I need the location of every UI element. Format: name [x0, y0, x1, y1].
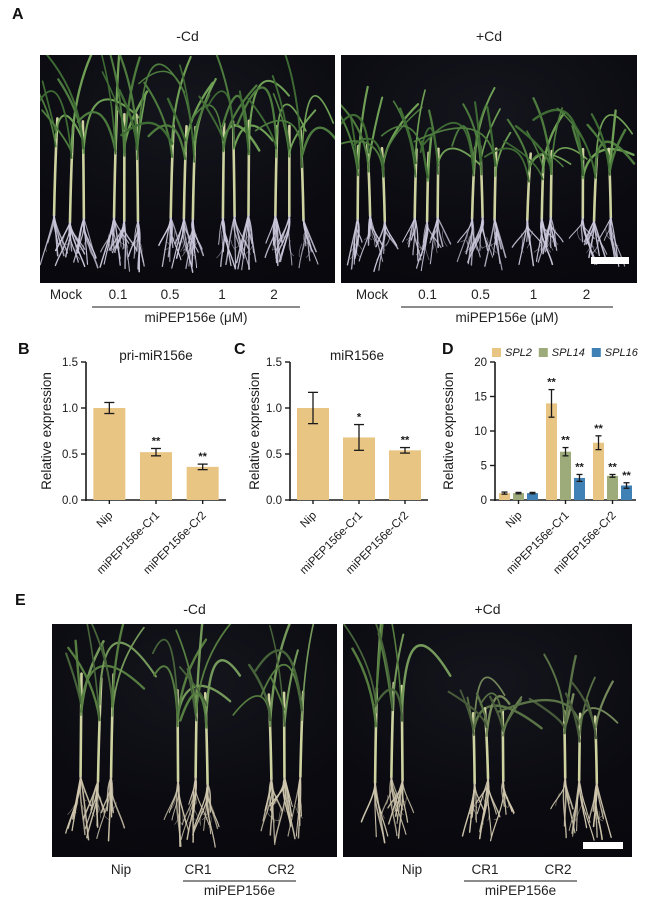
svg-text:pri-miR156e: pri-miR156e — [119, 348, 193, 363]
svg-text:10: 10 — [474, 426, 487, 438]
treatment-underline — [401, 306, 613, 308]
svg-text:SPL2: SPL2 — [505, 347, 532, 359]
svg-text:0.0: 0.0 — [266, 495, 282, 507]
dose-label: 2 — [270, 287, 278, 302]
panel-d-label: D — [442, 341, 454, 358]
panel-c-label: C — [234, 341, 246, 358]
svg-text:**: ** — [401, 435, 410, 447]
treatment-caption-left: miPEP156e (μM) — [144, 310, 248, 325]
dose-label: 0.1 — [418, 287, 437, 302]
genotype-label-nip-right: Nip — [401, 862, 423, 877]
panel-e-left-title: -Cd — [183, 601, 206, 617]
svg-text:5: 5 — [481, 461, 487, 473]
genotype-underline — [183, 880, 296, 882]
genotype-label-cr1-left: CR1 — [184, 862, 212, 877]
genotype-underline — [464, 880, 577, 882]
dose-label: 1 — [218, 287, 226, 302]
svg-text:Relative expression: Relative expression — [39, 372, 54, 490]
panel-a-right-title: +Cd — [475, 28, 503, 44]
mock-label-right: Mock — [355, 287, 389, 302]
svg-text:**: ** — [575, 461, 584, 473]
dose-label: 0.1 — [108, 287, 128, 302]
dose-label: 0.5 — [471, 287, 490, 302]
mipep-caption-right: miPEP156e — [484, 883, 557, 898]
panel-e-label: E — [15, 592, 26, 609]
svg-text:Nip: Nip — [95, 510, 116, 531]
genotype-label-cr1-right: CR1 — [471, 862, 499, 877]
svg-text:**: ** — [622, 470, 631, 482]
svg-text:15: 15 — [474, 392, 487, 404]
svg-text:0.5: 0.5 — [266, 449, 282, 461]
mipep-caption-left: miPEP156e — [203, 883, 276, 898]
svg-text:0: 0 — [481, 495, 487, 507]
svg-text:Nip: Nip — [504, 510, 525, 531]
seedling-photo-e-plus-cd — [343, 624, 632, 857]
svg-text:Relative expression: Relative expression — [441, 372, 456, 490]
svg-text:SPL14: SPL14 — [552, 347, 585, 359]
dose-labels-left: 0.1 0.5 1 2 — [92, 287, 300, 302]
svg-text:**: ** — [594, 423, 603, 435]
genotype-label-cr2-left: CR2 — [267, 862, 295, 877]
bar-chart-mir156e: 0.0 0.5 1.0 1.5 Relative expression miR156e Ni… — [247, 348, 428, 577]
svg-text:Nip: Nip — [298, 510, 319, 531]
svg-text:1.5: 1.5 — [62, 357, 78, 369]
panel-a-label: A — [12, 6, 24, 23]
svg-text:SPL16: SPL16 — [605, 347, 639, 359]
svg-text:0.5: 0.5 — [62, 449, 78, 461]
genotype-label-nip-left: Nip — [110, 862, 132, 877]
svg-text:1.5: 1.5 — [266, 357, 282, 369]
svg-text:1.0: 1.0 — [266, 403, 282, 415]
scale-bar — [583, 842, 623, 849]
genotype-label-cr2-right: CR2 — [544, 862, 572, 877]
mock-label-left: Mock — [49, 287, 83, 302]
dose-label: 2 — [582, 287, 591, 302]
scale-bar — [591, 257, 629, 264]
svg-text:*: * — [357, 412, 362, 424]
bar-chart-pri-mir156e: 0.0 0.5 1.0 1.5 Relative expression pri-miR15… — [39, 348, 226, 577]
treatment-caption-right: miPEP156e (μM) — [455, 310, 559, 325]
svg-text:**: ** — [608, 461, 617, 473]
panel-a-left-title: -Cd — [176, 28, 199, 44]
svg-text:0.0: 0.0 — [62, 495, 78, 507]
dose-label: 0.5 — [160, 287, 180, 302]
svg-text:1.0: 1.0 — [62, 403, 78, 415]
seedling-photo-e-minus-cd — [52, 624, 337, 857]
dose-label: 1 — [529, 287, 538, 302]
panel-b-label: B — [18, 341, 30, 358]
svg-text:miR156e: miR156e — [330, 348, 384, 363]
svg-text:**: ** — [561, 435, 570, 447]
dose-labels-right: 0.1 0.5 1 2 — [401, 287, 613, 302]
seedling-photo-a-plus-cd — [341, 55, 637, 283]
svg-text:**: ** — [547, 377, 556, 389]
svg-text:**: ** — [152, 435, 161, 447]
svg-text:**: ** — [198, 451, 207, 463]
svg-text:20: 20 — [474, 357, 487, 369]
panel-e-right-title: +Cd — [474, 601, 501, 617]
svg-text:Relative expression: Relative expression — [247, 372, 262, 490]
treatment-underline — [92, 306, 300, 308]
seedling-photo-a-minus-cd — [40, 55, 335, 283]
